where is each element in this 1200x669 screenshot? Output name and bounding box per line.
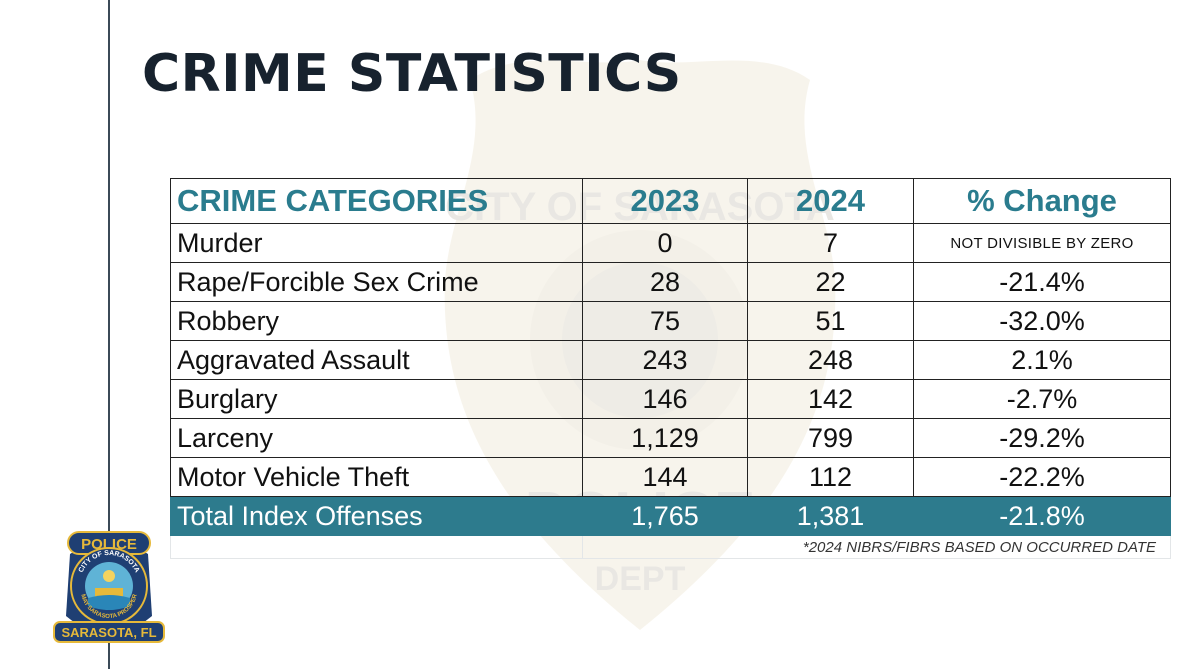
logo-sarasota-fl-text: SARASOTA, FL <box>61 625 156 640</box>
table-row: Murder 0 7 NOT DIVISIBLE BY ZERO <box>170 223 1171 263</box>
row-percent-change: 2.1% <box>913 340 1171 380</box>
total-category: Total Index Offenses <box>170 496 583 536</box>
header-2024: 2024 <box>747 178 914 224</box>
footnote-row: *2024 NIBRS/FIBRS BASED ON OCCURRED DATE <box>170 535 1171 559</box>
row-percent-change: -22.2% <box>913 457 1171 497</box>
table-row: Rape/Forcible Sex Crime 28 22 -21.4% <box>170 262 1171 302</box>
row-category: Murder <box>170 223 583 263</box>
total-percent-change: -21.8% <box>913 496 1171 536</box>
row-2023-value: 243 <box>582 340 748 380</box>
header-percent-change: % Change <box>913 178 1171 224</box>
table-row: Aggravated Assault 243 248 2.1% <box>170 340 1171 380</box>
logo-police-text: POLICE <box>81 536 137 553</box>
row-percent-change: -29.2% <box>913 418 1171 458</box>
header-2023: 2023 <box>582 178 748 224</box>
row-2023-value: 28 <box>582 262 748 302</box>
row-percent-change: -2.7% <box>913 379 1171 419</box>
row-category: Robbery <box>170 301 583 341</box>
row-2023-value: 0 <box>582 223 748 263</box>
table-footnote: *2024 NIBRS/FIBRS BASED ON OCCURRED DATE <box>582 535 1171 559</box>
table-row: Burglary 146 142 -2.7% <box>170 379 1171 419</box>
crime-statistics-table: CRIME CATEGORIES 2023 2024 % Change Murd… <box>170 178 1171 559</box>
row-percent-change: NOT DIVISIBLE BY ZERO <box>913 223 1171 263</box>
sarasota-police-logo: POLICE CITY OF SARASOTA MAY SARASOTA PRO… <box>53 531 165 643</box>
row-category: Rape/Forcible Sex Crime <box>170 262 583 302</box>
row-percent-change: -32.0% <box>913 301 1171 341</box>
slide-divider-line <box>108 0 110 669</box>
slide-title: CRIME STATISTICS <box>142 44 682 104</box>
table-row: Motor Vehicle Theft 144 112 -22.2% <box>170 457 1171 497</box>
total-2023-value: 1,765 <box>582 496 748 536</box>
row-category: Aggravated Assault <box>170 340 583 380</box>
row-category: Motor Vehicle Theft <box>170 457 583 497</box>
table-row: Larceny 1,129 799 -29.2% <box>170 418 1171 458</box>
watermark-dept-text: DEPT <box>595 560 686 598</box>
row-category: Burglary <box>170 379 583 419</box>
row-percent-change: -21.4% <box>913 262 1171 302</box>
header-crime-categories: CRIME CATEGORIES <box>170 178 583 224</box>
row-2024-value: 142 <box>747 379 914 419</box>
total-2024-value: 1,381 <box>747 496 914 536</box>
row-2024-value: 51 <box>747 301 914 341</box>
row-2023-value: 75 <box>582 301 748 341</box>
row-2024-value: 248 <box>747 340 914 380</box>
total-row: Total Index Offenses 1,765 1,381 -21.8% <box>170 496 1171 536</box>
row-2024-value: 799 <box>747 418 914 458</box>
row-category: Larceny <box>170 418 583 458</box>
row-2024-value: 112 <box>747 457 914 497</box>
table-header-row: CRIME CATEGORIES 2023 2024 % Change <box>170 178 1171 224</box>
row-2024-value: 7 <box>747 223 914 263</box>
table-row: Robbery 75 51 -32.0% <box>170 301 1171 341</box>
row-2023-value: 144 <box>582 457 748 497</box>
row-2023-value: 146 <box>582 379 748 419</box>
row-2024-value: 22 <box>747 262 914 302</box>
row-2023-value: 1,129 <box>582 418 748 458</box>
